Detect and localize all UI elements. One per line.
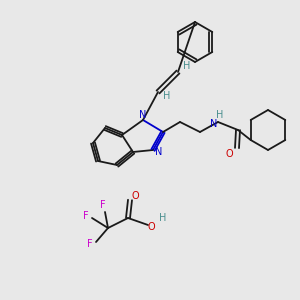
Text: O: O	[147, 222, 155, 232]
Text: F: F	[87, 239, 93, 249]
Text: F: F	[100, 200, 106, 210]
Text: N: N	[155, 147, 163, 157]
Text: O: O	[225, 149, 233, 159]
Text: H: H	[159, 213, 167, 223]
Text: N: N	[139, 110, 147, 120]
Text: H: H	[183, 61, 191, 71]
Text: N: N	[210, 119, 218, 129]
Text: O: O	[131, 191, 139, 201]
Text: F: F	[83, 211, 89, 221]
Text: H: H	[216, 110, 224, 120]
Text: H: H	[163, 91, 171, 101]
